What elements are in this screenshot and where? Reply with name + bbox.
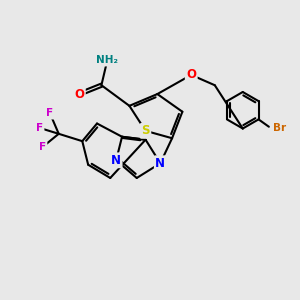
Text: O: O: [74, 88, 84, 100]
Text: N: N: [111, 154, 121, 167]
Text: F: F: [36, 123, 43, 133]
Text: Br: Br: [273, 123, 286, 133]
Text: F: F: [46, 108, 53, 118]
Text: S: S: [141, 124, 150, 137]
Text: F: F: [39, 142, 46, 152]
Text: NH₂: NH₂: [96, 55, 118, 65]
Text: O: O: [186, 68, 196, 81]
Text: N: N: [155, 157, 165, 170]
